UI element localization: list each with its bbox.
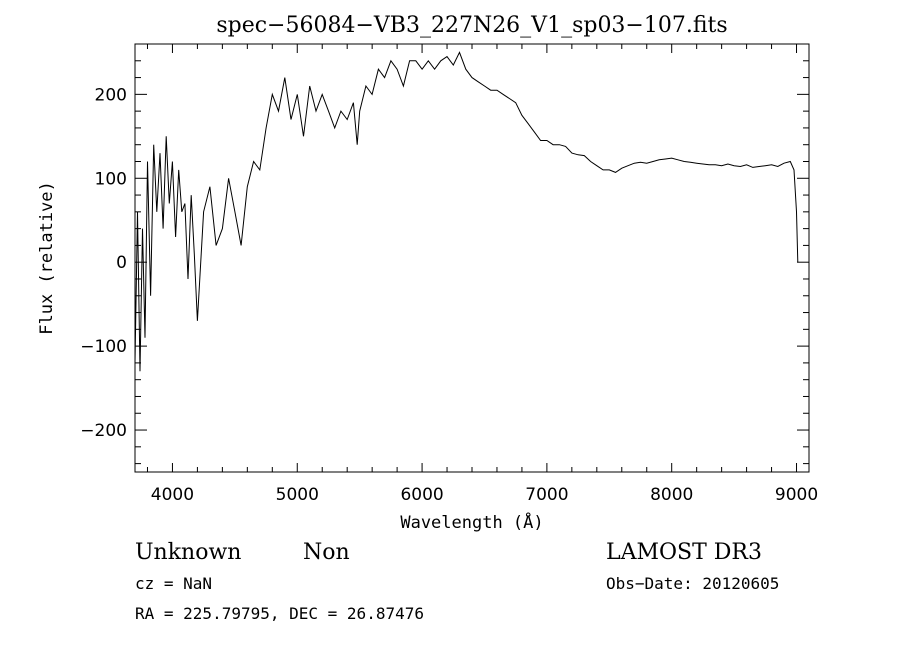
y-axis: −200 −100 0 100 200 [80,43,809,465]
coordinates: RA = 225.79795, DEC = 26.87476 [135,604,424,623]
x-axis: 4000 5000 6000 7000 8000 9000 [146,44,818,505]
x-tick-label: 5000 [276,485,319,505]
y-tick-label: −100 [80,337,127,357]
x-tick-label: 9000 [775,485,818,505]
plot-frame [134,43,810,473]
x-tick-label: 4000 [151,485,194,505]
y-tick-label: 0 [116,253,127,273]
y-tick-label: 100 [95,169,127,189]
y-tick-label: 200 [95,85,127,105]
observation-date: Obs−Date: 20120605 [606,574,779,593]
survey-name: LAMOST DR3 [606,540,762,565]
spectrum-line [134,51,799,372]
redshift-cz: cz = NaN [135,574,212,593]
object-subclass: Non [303,540,350,565]
y-axis-label: Flux (relative) [37,181,57,335]
x-tick-label: 7000 [525,485,568,505]
chart-title: spec−56084−VB3_227N26_V1_sp03−107.fits [216,13,727,38]
object-class: Unknown [135,540,241,565]
x-tick-label: 8000 [650,485,693,505]
y-tick-label: −200 [80,421,127,441]
x-axis-label: Wavelength (Å) [400,511,543,533]
x-tick-label: 6000 [400,485,443,505]
